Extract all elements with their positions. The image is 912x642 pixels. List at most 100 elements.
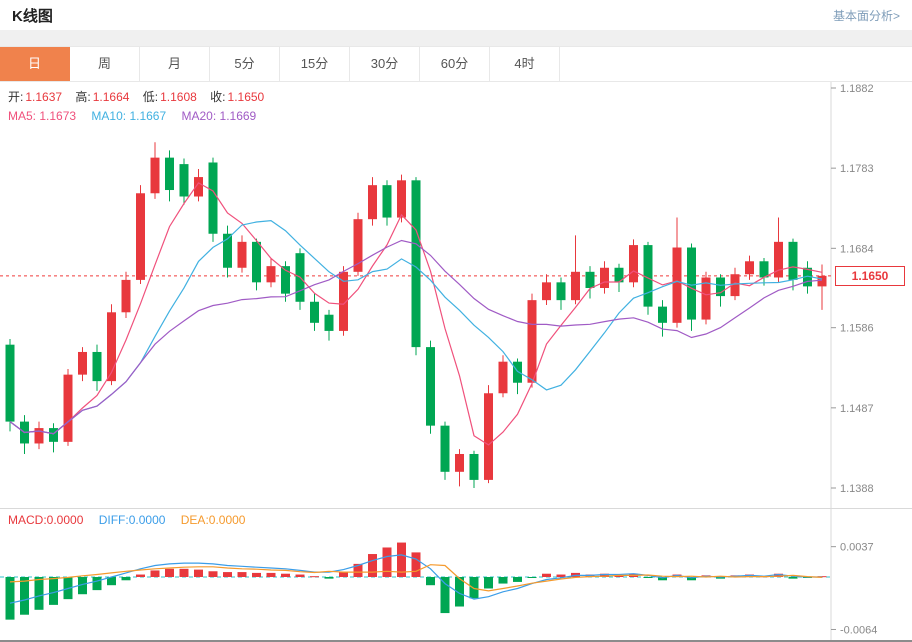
- macd-axis-label: -0.0064: [840, 624, 877, 636]
- candle-body: [208, 162, 218, 234]
- macd-bar: [223, 572, 232, 577]
- macd-bar: [281, 573, 290, 577]
- candle-body: [34, 428, 44, 444]
- dea-line: [9, 564, 823, 592]
- candle-body: [223, 233, 232, 268]
- candles: [5, 142, 827, 488]
- candle-body: [803, 267, 812, 287]
- price-axis-label: 1.1388: [840, 483, 874, 495]
- candle-body: [353, 219, 363, 272]
- fundamental-analysis-link[interactable]: 基本面分析>: [832, 8, 900, 23]
- candle-body: [759, 261, 769, 278]
- candle-body: [527, 300, 537, 383]
- candle-body: [542, 282, 551, 301]
- diff-line: [9, 554, 822, 604]
- tab-monthly[interactable]: 月: [140, 47, 210, 81]
- tab-60min[interactable]: 60分: [420, 47, 490, 81]
- candle-body: [788, 241, 798, 280]
- interval-tabs: 日 周 月 5分 15分 30分 60分 4时: [0, 46, 912, 82]
- macd-bar: [5, 577, 15, 620]
- ma5-line: [9, 182, 823, 446]
- candle-body: [658, 306, 667, 323]
- macd-bar: [556, 574, 566, 577]
- macd-bar: [658, 577, 667, 581]
- candle-body: [672, 247, 682, 323]
- macd-bar: [498, 577, 508, 584]
- candle-body: [600, 267, 609, 288]
- macd-bar: [49, 577, 58, 605]
- candle-body: [179, 164, 189, 197]
- candle-body: [237, 241, 247, 268]
- candle-body: [498, 361, 508, 394]
- tab-weekly[interactable]: 周: [70, 47, 140, 81]
- candle-body: [571, 271, 580, 301]
- candle-body: [5, 344, 15, 422]
- macd-bar: [150, 570, 160, 577]
- candle-body: [614, 267, 624, 283]
- candle-body: [252, 241, 261, 283]
- candle-body: [92, 351, 102, 382]
- candle-body: [281, 266, 290, 294]
- tab-4hour[interactable]: 4时: [490, 47, 560, 81]
- macd-bar: [34, 577, 44, 610]
- current-price-badge: 1.1650: [835, 265, 905, 286]
- ma20-line: [9, 239, 823, 435]
- tab-daily[interactable]: 日: [0, 47, 70, 81]
- macd-bar: [237, 572, 247, 577]
- header-divider: [0, 30, 912, 46]
- macd-bar: [20, 577, 29, 615]
- candle-body: [165, 157, 174, 191]
- macd-bar: [310, 576, 319, 578]
- candle-body: [817, 275, 827, 287]
- tab-5min[interactable]: 5分: [210, 47, 280, 81]
- macd-bar: [78, 577, 87, 595]
- candle-body: [730, 274, 740, 297]
- candle-body: [78, 351, 87, 375]
- price-axis-label: 1.1487: [840, 403, 874, 415]
- candle-body: [585, 271, 595, 288]
- macd-bar: [716, 577, 725, 579]
- candle-body: [397, 180, 406, 218]
- macd-bar: [339, 572, 348, 577]
- macd-bar: [136, 574, 145, 577]
- macd-bar: [295, 574, 305, 577]
- macd-bar: [165, 568, 174, 577]
- price-axis-label: 1.1783: [840, 163, 874, 175]
- macd-bar: [527, 577, 537, 578]
- candle-body: [63, 374, 73, 442]
- candle-body: [339, 271, 348, 331]
- macd-bar: [107, 577, 116, 586]
- candle-body: [121, 279, 131, 313]
- main-candlestick-chart[interactable]: 1.1882 1.1783 1.1684 1.1586 1.1487 1.1388: [0, 82, 912, 508]
- macd-bar: [542, 573, 551, 577]
- macd-bar: [194, 569, 203, 577]
- candle-body: [469, 453, 479, 480]
- macd-bar: [788, 577, 798, 579]
- candle-body: [382, 185, 392, 218]
- macd-bar: [469, 577, 479, 599]
- candle-body: [266, 266, 276, 283]
- candle-body: [716, 277, 725, 297]
- macd-bar: [353, 563, 363, 577]
- candle-body: [484, 393, 493, 480]
- tab-30min[interactable]: 30分: [350, 47, 420, 81]
- candle-body: [194, 177, 203, 197]
- candle-body: [426, 347, 435, 426]
- tab-15min[interactable]: 15分: [280, 47, 350, 81]
- header: K线图 基本面分析>: [0, 0, 912, 30]
- macd-bar: [643, 577, 653, 578]
- candle-body: [556, 282, 566, 301]
- macd-panel: 0.0037 -0.0064: [0, 508, 912, 640]
- candle-body: [150, 157, 160, 194]
- macd-bar: [92, 577, 102, 591]
- macd-bar: [440, 577, 450, 614]
- macd-indicator-chart[interactable]: 0.0037 -0.0064: [0, 509, 912, 640]
- macd-histogram: [5, 542, 827, 620]
- candle-body: [629, 245, 638, 283]
- candle-body: [49, 428, 58, 442]
- macd-bar: [324, 577, 334, 579]
- candle-body: [411, 180, 421, 348]
- candle-body: [440, 425, 450, 472]
- chart-area: 1.1882 1.1783 1.1684 1.1586 1.1487 1.1388 0.0…: [0, 82, 912, 642]
